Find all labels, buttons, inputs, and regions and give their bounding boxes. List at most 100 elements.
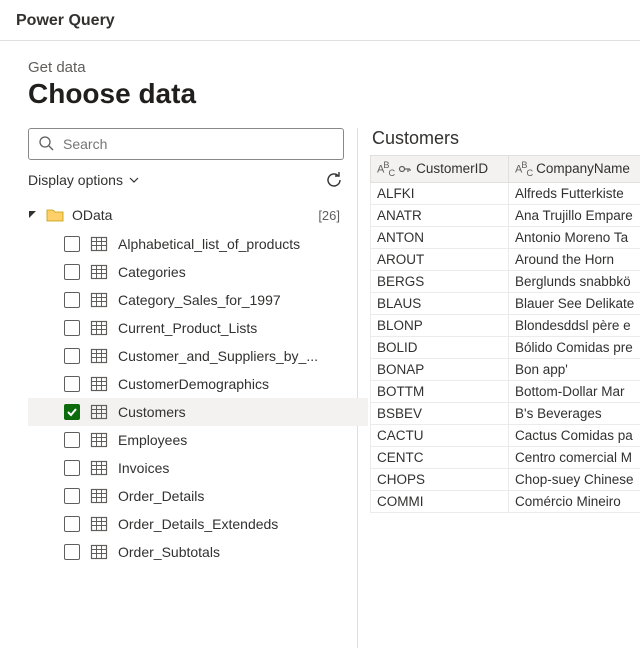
table-icon xyxy=(90,319,108,337)
tree-item[interactable]: Current_Product_Lists xyxy=(28,314,368,342)
column-label: CompanyName xyxy=(536,161,630,176)
chevron-down-icon xyxy=(129,175,139,185)
table-cell: BSBEV xyxy=(371,402,509,424)
tree-item[interactable]: Order_Details_Extendeds xyxy=(28,510,368,538)
caret-expanded-icon xyxy=(28,210,38,220)
table-row[interactable]: CACTUCactus Comidas pa xyxy=(371,424,640,446)
table-cell: Bottom-Dollar Mar xyxy=(509,380,640,402)
table-icon xyxy=(90,487,108,505)
checkbox[interactable] xyxy=(64,376,80,392)
checkbox[interactable] xyxy=(64,488,80,504)
table-row[interactable]: CHOPSChop-suey Chinese xyxy=(371,468,640,490)
table-icon xyxy=(90,263,108,281)
tree-item[interactable]: Categories xyxy=(28,258,368,286)
folder-icon xyxy=(46,208,64,222)
tree-item-label: Order_Details xyxy=(118,488,204,504)
checkbox[interactable] xyxy=(64,292,80,308)
search-input[interactable] xyxy=(28,128,344,160)
table-row[interactable]: ANTONAntonio Moreno Ta xyxy=(371,226,640,248)
preview-title: Customers xyxy=(370,128,640,155)
checkbox[interactable] xyxy=(64,348,80,364)
tree-item[interactable]: CustomerDemographics xyxy=(28,370,368,398)
key-icon xyxy=(398,162,412,176)
checkbox[interactable] xyxy=(64,236,80,252)
table-cell: CENTC xyxy=(371,446,509,468)
table-cell: Berglunds snabbkö xyxy=(509,270,640,292)
table-row[interactable]: BLAUSBlauer See Delikate xyxy=(371,292,640,314)
tree-item[interactable]: Category_Sales_for_1997 xyxy=(28,286,368,314)
table-cell: BOTTM xyxy=(371,380,509,402)
tree-root-label: OData xyxy=(72,207,112,223)
page-header: Get data Choose data xyxy=(0,41,640,110)
refresh-button[interactable] xyxy=(324,170,344,190)
checkbox[interactable] xyxy=(64,544,80,560)
table-row[interactable]: BLONPBlondesddsl père e xyxy=(371,314,640,336)
column-header[interactable]: ABC CompanyName xyxy=(509,156,640,183)
checkbox[interactable] xyxy=(64,432,80,448)
table-icon xyxy=(90,291,108,309)
tree-item-label: Categories xyxy=(118,264,186,280)
tree-item[interactable]: Order_Subtotals xyxy=(28,538,368,566)
table-icon xyxy=(90,375,108,393)
table-cell: Comércio Mineiro xyxy=(509,490,640,512)
preview-panel: Customers ABC CustomerID ABC CompanyName… xyxy=(358,128,640,648)
table-cell: CHOPS xyxy=(371,468,509,490)
table-row[interactable]: ALFKIAlfreds Futterkiste xyxy=(371,182,640,204)
navigator-panel: Display options xyxy=(0,128,358,648)
table-cell: Alfreds Futterkiste xyxy=(509,182,640,204)
checkbox[interactable] xyxy=(64,460,80,476)
tree-item-label: Current_Product_Lists xyxy=(118,320,257,336)
tree-item-label: Employees xyxy=(118,432,187,448)
tree-item-label: Customer_and_Suppliers_by_... xyxy=(118,348,318,364)
tree-item[interactable]: Customers xyxy=(28,398,368,426)
tree-item[interactable]: Invoices xyxy=(28,454,368,482)
table-row[interactable]: ANATRAna Trujillo Empare xyxy=(371,204,640,226)
table-cell: Antonio Moreno Ta xyxy=(509,226,640,248)
tree-item-label: Invoices xyxy=(118,460,169,476)
table-icon xyxy=(90,515,108,533)
table-row[interactable]: BOLIDBólido Comidas pre xyxy=(371,336,640,358)
table-cell: BONAP xyxy=(371,358,509,380)
tree-item-label: Customers xyxy=(118,404,186,420)
table-row[interactable]: BSBEVB's Beverages xyxy=(371,402,640,424)
app-title: Power Query xyxy=(0,0,640,41)
tree-item-label: CustomerDemographics xyxy=(118,376,269,392)
checkbox[interactable] xyxy=(64,516,80,532)
table-cell: BOLID xyxy=(371,336,509,358)
table-icon xyxy=(90,403,108,421)
table-icon xyxy=(90,235,108,253)
tree-item[interactable]: Order_Details xyxy=(28,482,368,510)
table-icon xyxy=(90,431,108,449)
table-row[interactable]: COMMIComércio Mineiro xyxy=(371,490,640,512)
checkbox[interactable] xyxy=(64,404,80,420)
table-cell: BLONP xyxy=(371,314,509,336)
display-options-dropdown[interactable]: Display options xyxy=(28,172,139,188)
table-row[interactable]: AROUTAround the Horn xyxy=(371,248,640,270)
table-cell: Around the Horn xyxy=(509,248,640,270)
table-cell: Chop-suey Chinese xyxy=(509,468,640,490)
table-cell: CACTU xyxy=(371,424,509,446)
table-row[interactable]: CENTCCentro comercial M xyxy=(371,446,640,468)
search-icon xyxy=(38,135,54,151)
display-options-label: Display options xyxy=(28,172,123,188)
table-cell: Cactus Comidas pa xyxy=(509,424,640,446)
tree-item[interactable]: Customer_and_Suppliers_by_... xyxy=(28,342,368,370)
table-row[interactable]: BERGSBerglunds snabbkö xyxy=(371,270,640,292)
tree-root-odata[interactable]: OData [26] xyxy=(28,202,344,228)
tree-item-label: Order_Subtotals xyxy=(118,544,220,560)
tree-item-label: Alphabetical_list_of_products xyxy=(118,236,300,252)
tree-item[interactable]: Employees xyxy=(28,426,368,454)
table-row[interactable]: BOTTMBottom-Dollar Mar xyxy=(371,380,640,402)
table-row[interactable]: BONAPBon app' xyxy=(371,358,640,380)
checkbox[interactable] xyxy=(64,264,80,280)
table-cell: AROUT xyxy=(371,248,509,270)
tree-item[interactable]: Alphabetical_list_of_products xyxy=(28,230,368,258)
column-header[interactable]: ABC CustomerID xyxy=(371,156,509,183)
checkbox[interactable] xyxy=(64,320,80,336)
table-cell: Blondesddsl père e xyxy=(509,314,640,336)
tree-item-label: Order_Details_Extendeds xyxy=(118,516,278,532)
tree-item-label: Category_Sales_for_1997 xyxy=(118,292,281,308)
table-cell: ANATR xyxy=(371,204,509,226)
table-icon xyxy=(90,347,108,365)
preview-table: ABC CustomerID ABC CompanyName ALFKIAlfr… xyxy=(370,155,640,513)
